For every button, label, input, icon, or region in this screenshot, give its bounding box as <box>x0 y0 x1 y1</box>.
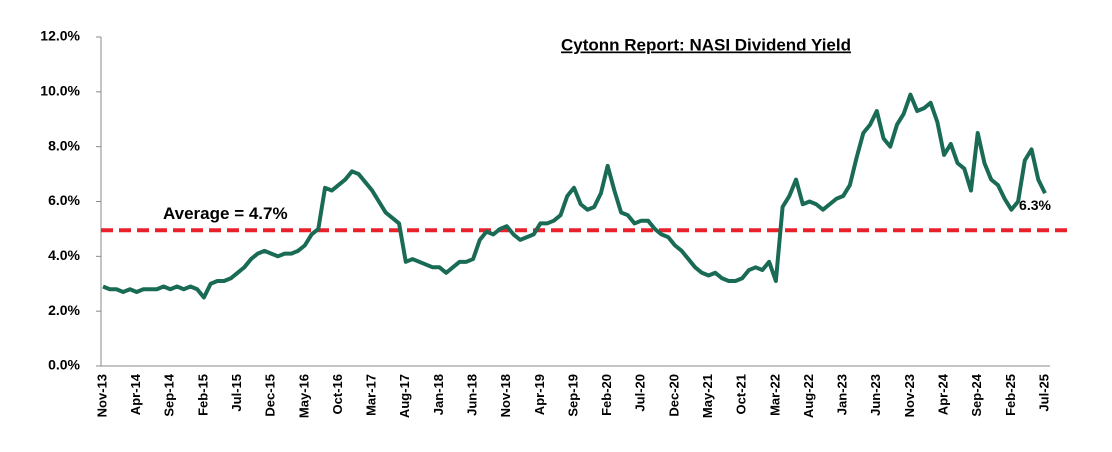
x-tick-label: Jul-25 <box>1036 374 1051 412</box>
x-tick-label: Jun-23 <box>868 374 883 416</box>
x-tick-label: Mar-17 <box>364 374 379 416</box>
y-tick-label: 4.0% <box>48 247 80 263</box>
y-tick-label: 12.0% <box>40 28 80 44</box>
x-tick-label: Apr-14 <box>128 373 143 415</box>
y-tick-label: 6.0% <box>48 192 80 208</box>
x-tick-label: Feb-15 <box>195 374 210 416</box>
x-tick-label: Apr-19 <box>532 374 547 415</box>
x-tick-label: Oct-16 <box>330 374 345 414</box>
x-tick-label: Feb-25 <box>1003 374 1018 416</box>
x-tick-label: Sep-24 <box>969 373 984 416</box>
x-tick-label: Nov-18 <box>498 374 513 417</box>
x-tick-label: Nov-23 <box>902 374 917 417</box>
data-line <box>102 92 1047 300</box>
end-label: 6.3% <box>1019 197 1051 213</box>
x-tick-label: Dec-15 <box>263 374 278 417</box>
x-tick-label: Jan-23 <box>835 374 850 415</box>
x-tick-label: Oct-21 <box>734 374 749 414</box>
x-tick-label: Apr-24 <box>936 373 951 415</box>
x-tick-label: Sep-14 <box>162 373 177 416</box>
chart-title: Cytonn Report: NASI Dividend Yield <box>561 35 851 54</box>
y-tick-label: 10.0% <box>40 83 80 99</box>
x-tick-label: Sep-19 <box>565 374 580 417</box>
x-tick-label: May-16 <box>296 374 311 418</box>
x-tick-label: Jan-18 <box>431 374 446 415</box>
x-tick-label: Jul-20 <box>633 374 648 412</box>
y-tick-label: 2.0% <box>48 302 80 318</box>
x-tick-label: Aug-17 <box>397 374 412 418</box>
x-tick-label: Mar-22 <box>767 374 782 416</box>
y-tick-label: 8.0% <box>48 137 80 153</box>
x-tick-label: Feb-20 <box>599 374 614 416</box>
x-tick-label: Dec-20 <box>666 374 681 417</box>
x-tick-label: Jun-18 <box>465 374 480 416</box>
x-tick-label: Aug-22 <box>801 374 816 418</box>
x-tick-label: Nov-13 <box>94 374 109 417</box>
y-tick-label: 0.0% <box>48 357 80 373</box>
average-label: Average = 4.7% <box>163 204 288 223</box>
x-tick-label: Jul-15 <box>229 374 244 412</box>
x-tick-label: May-21 <box>700 374 715 418</box>
